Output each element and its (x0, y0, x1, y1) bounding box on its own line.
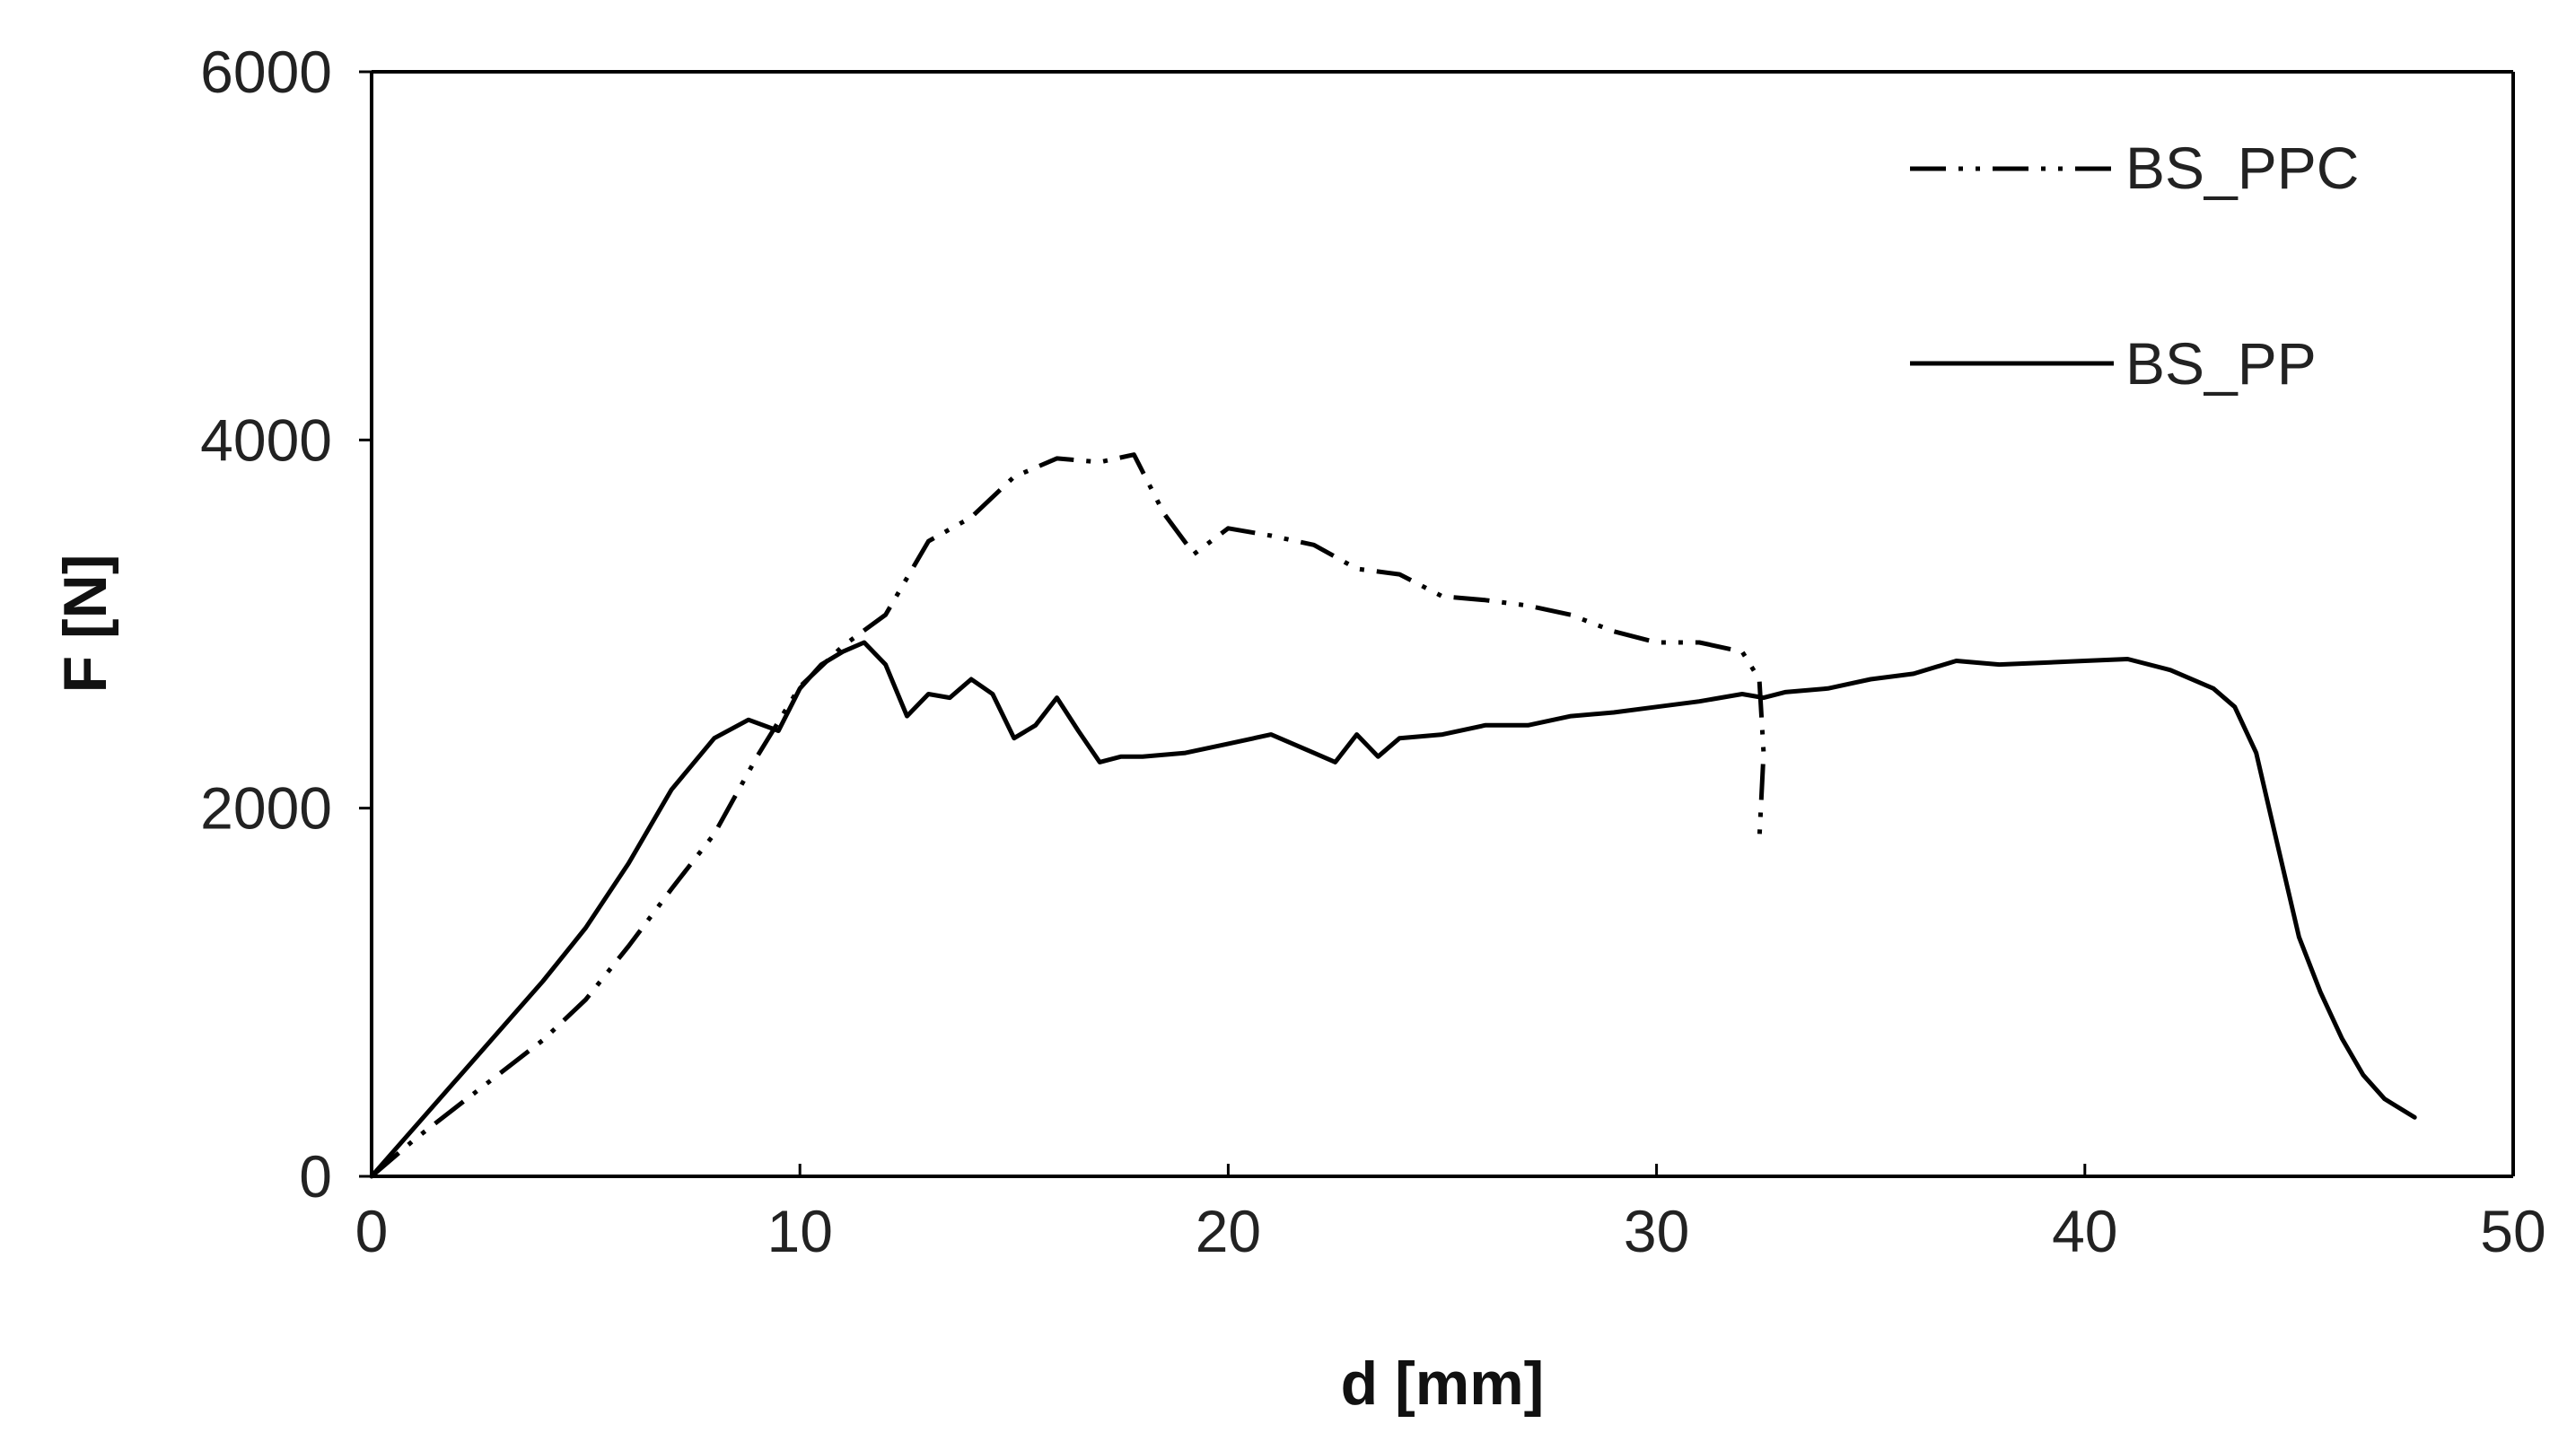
x-tick-label: 10 (767, 1198, 832, 1264)
x-tick-label: 40 (2052, 1198, 2117, 1264)
legend: BS_PPC BS_PP (1910, 135, 2359, 397)
y-axis-title: F [N] (51, 555, 119, 694)
series-line-bs-ppc (370, 452, 1766, 1178)
y-axis-ticks: 0 2000 4000 6000 (200, 39, 372, 1210)
x-tick-label: 50 (2480, 1198, 2545, 1264)
legend-label-bs-ppc: BS_PPC (2125, 135, 2359, 201)
x-tick-label: 30 (1624, 1198, 1689, 1264)
series-layer (369, 452, 2417, 1179)
y-tick-label: 2000 (200, 775, 332, 842)
x-axis-ticks: 0 10 20 30 40 50 (355, 1164, 2546, 1264)
x-axis-title: d [mm] (1341, 1350, 1545, 1418)
x-tick-label: 0 (355, 1198, 389, 1264)
legend-label-bs-pp: BS_PP (2125, 330, 2317, 397)
series-line-bs-pp (369, 640, 2417, 1179)
x-tick-label: 20 (1196, 1198, 1261, 1264)
y-tick-label: 0 (299, 1143, 332, 1210)
plot-area (370, 70, 2515, 1178)
y-tick-label: 4000 (200, 406, 332, 473)
y-tick-label: 6000 (200, 39, 332, 105)
